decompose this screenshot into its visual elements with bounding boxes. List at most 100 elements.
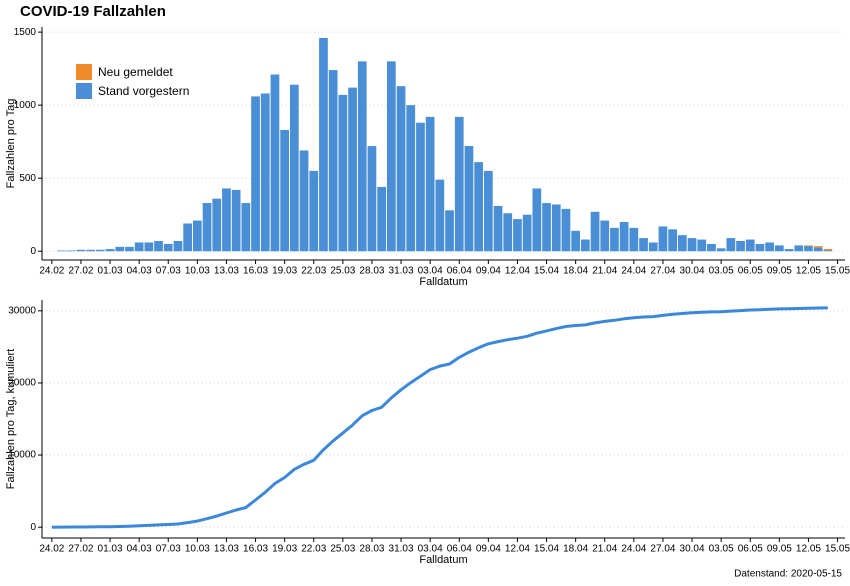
y-tick-label: 20000 <box>8 378 36 389</box>
bar <box>755 243 765 252</box>
bar <box>629 227 639 252</box>
x-tick-label: 04.03 <box>127 544 152 555</box>
x-tick-label: 15.04 <box>534 544 559 555</box>
y-tick-label: 30000 <box>8 305 36 316</box>
bar <box>522 214 532 252</box>
bar <box>280 129 290 252</box>
bar <box>590 211 600 252</box>
x-tick-label: 13.03 <box>214 266 239 277</box>
bar <box>338 94 348 252</box>
x-tick-label: 16.03 <box>243 266 268 277</box>
bar <box>212 198 222 252</box>
bar <box>260 93 270 252</box>
legend-key <box>76 83 92 99</box>
bar <box>513 219 522 252</box>
x-tick-label: 31.03 <box>389 544 414 555</box>
bar <box>658 226 668 252</box>
bar <box>483 170 493 252</box>
x-tick-label: 12.04 <box>505 544 530 555</box>
y-axis-title: Fallzahlen pro Tag, kumuliert <box>5 349 17 489</box>
bar <box>222 188 231 252</box>
x-tick-label: 19.03 <box>272 544 297 555</box>
y-tick-label: 0 <box>30 246 36 257</box>
bar <box>299 150 309 252</box>
x-tick-label: 06.04 <box>447 544 472 555</box>
bar <box>794 245 804 252</box>
bar <box>474 162 484 252</box>
x-tick-label: 06.05 <box>738 266 763 277</box>
bar <box>125 246 134 252</box>
x-tick-label: 03.04 <box>418 544 443 555</box>
bar <box>192 220 202 252</box>
bar <box>804 245 813 247</box>
x-tick-label: 30.04 <box>680 266 705 277</box>
x-tick-label: 22.03 <box>301 266 326 277</box>
x-tick-label: 09.05 <box>767 544 792 555</box>
bar <box>619 222 629 252</box>
x-tick-label: 07.03 <box>156 266 181 277</box>
bar <box>542 203 551 252</box>
bar <box>813 246 823 248</box>
x-tick-label: 03.05 <box>709 266 734 277</box>
x-tick-label: 10.03 <box>185 266 210 277</box>
x-tick-label: 24.04 <box>621 544 646 555</box>
bar <box>144 242 154 252</box>
bar <box>328 70 338 252</box>
y-tick-label: 500 <box>19 173 36 184</box>
x-tick-label: 16.03 <box>243 544 268 555</box>
bar <box>348 87 357 252</box>
x-tick-label: 22.03 <box>301 544 326 555</box>
bar <box>823 249 833 251</box>
bar <box>270 74 280 252</box>
bar <box>639 238 648 252</box>
bar <box>445 210 454 252</box>
legend-key <box>76 64 92 80</box>
bar <box>745 239 755 252</box>
x-tick-label: 31.03 <box>389 266 414 277</box>
x-tick-label: 06.04 <box>447 266 472 277</box>
bar <box>319 37 328 252</box>
bar <box>154 241 163 252</box>
bar <box>716 248 726 252</box>
legend-label: Stand vorgestern <box>98 84 189 98</box>
x-tick-label: 15.05 <box>825 544 850 555</box>
x-tick-label: 25.03 <box>330 266 355 277</box>
bar <box>677 235 687 252</box>
bar <box>95 249 105 252</box>
x-tick-label: 30.04 <box>680 544 705 555</box>
x-axis-title: Falldatum <box>419 276 467 288</box>
x-tick-label: 21.04 <box>592 544 617 555</box>
x-tick-label: 09.04 <box>476 544 501 555</box>
caption: Datenstand: 2020-05-15 <box>734 569 842 580</box>
bar <box>173 241 183 252</box>
bar <box>105 249 115 252</box>
x-tick-label: 21.04 <box>592 266 617 277</box>
x-tick-label: 06.05 <box>738 544 763 555</box>
x-tick-label: 12.04 <box>505 266 530 277</box>
bar <box>309 170 319 252</box>
legend-label: Neu gemeldet <box>98 65 173 79</box>
bar <box>367 146 377 252</box>
x-tick-label: 12.05 <box>796 544 821 555</box>
x-tick-label: 27.04 <box>650 544 675 555</box>
y-tick-label: 1000 <box>14 100 37 111</box>
x-tick-label: 03.05 <box>709 544 734 555</box>
bar <box>580 239 590 252</box>
bar <box>464 146 474 252</box>
bar <box>86 249 96 252</box>
bar <box>76 249 86 252</box>
bar <box>804 246 813 252</box>
bar <box>416 122 425 252</box>
bar <box>115 246 125 252</box>
x-tick-label: 24.02 <box>39 266 64 277</box>
x-tick-label: 18.04 <box>563 266 588 277</box>
x-tick-label: 24.02 <box>39 544 64 555</box>
bar <box>707 243 716 252</box>
bar <box>202 203 212 252</box>
x-tick-label: 19.03 <box>272 266 297 277</box>
bar <box>648 242 658 252</box>
x-tick-label: 28.03 <box>359 266 384 277</box>
bar <box>813 247 823 252</box>
x-tick-label: 27.02 <box>68 544 93 555</box>
x-tick-label: 09.04 <box>476 266 501 277</box>
